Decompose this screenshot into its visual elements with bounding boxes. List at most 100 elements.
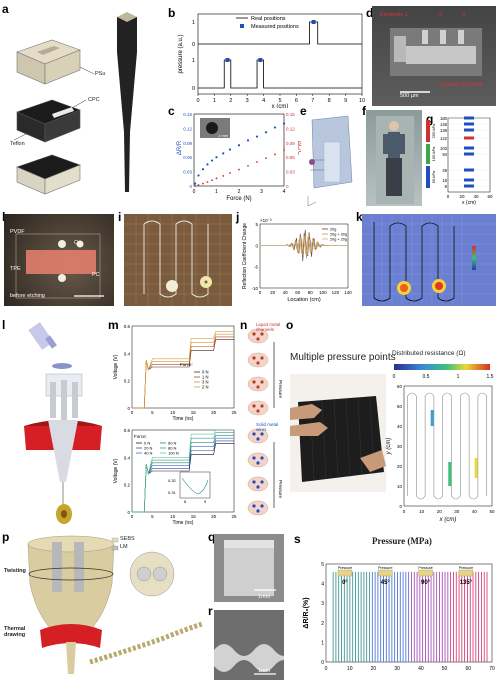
m-inset-x2: 9 <box>204 499 207 504</box>
c-xtick-label: 2 <box>238 189 241 195</box>
j-xlabel: Location (cm) <box>287 297 320 303</box>
j-legend-label: 20g <box>330 228 336 232</box>
g-band-high <box>426 120 430 142</box>
j-xtick-label: 40 <box>283 290 289 295</box>
panel-k-heatmap <box>362 214 496 306</box>
b-xlabel: x (cm) <box>272 104 289 108</box>
n-fiber-cross-section <box>247 400 269 416</box>
scale-bar-d: 500 µm <box>400 93 419 99</box>
s-angle-label: 0° <box>342 580 348 586</box>
panel-o-photo <box>290 374 386 492</box>
n-fiber-cross-section <box>247 376 269 392</box>
n-conductor <box>256 485 260 489</box>
s-pressure-tag: Pressure <box>418 566 432 570</box>
m-bottom-trace <box>132 429 234 513</box>
c-xtick-label: 1 <box>215 189 218 195</box>
s-xtick-label: 70 <box>489 666 495 672</box>
panel-letter-g: g <box>426 112 434 126</box>
m-bottom-legend-title: Force: <box>134 434 147 439</box>
g-bar <box>464 116 474 120</box>
o-xtick-label: 30 <box>454 509 460 514</box>
o-ytick-label: 50 <box>397 404 403 409</box>
j-ytick-label: -5 <box>254 265 258 270</box>
n-conductor <box>252 504 256 508</box>
j-xtick-label: 100 <box>319 290 327 295</box>
b-xtick-label: 7 <box>311 98 314 104</box>
n-conductor <box>256 461 260 465</box>
b-xtick-label: 6 <box>295 98 298 104</box>
c-point-resistance <box>237 144 241 147</box>
o-ylabel: y (cm) <box>386 438 392 456</box>
m-top-legend-label: 3 N <box>202 380 209 385</box>
m-inset-y2: 0.31 <box>168 490 177 495</box>
m-top-ytick-label: 0.6 <box>124 324 131 329</box>
o-colorbar-tick: 1.5 <box>487 374 494 380</box>
tpe-label: TPE <box>10 266 21 272</box>
b-xtick-label: 2 <box>229 98 232 104</box>
c-point-capacitance <box>256 161 258 163</box>
scale-bar-q: 1mm <box>258 594 271 600</box>
o-ytick-label: 30 <box>397 444 403 449</box>
n-conductor <box>252 432 256 436</box>
m-bottom-ytick-label: 0.6 <box>124 428 131 433</box>
b-ytick-label: 0 <box>192 86 195 92</box>
s-angle-label: 45° <box>381 580 391 586</box>
j-ytick-label: 5 <box>255 222 258 227</box>
o-colorbar-tick: 0.5 <box>423 374 430 380</box>
c-point-resistance <box>206 163 209 166</box>
b-legend-real: Real positions <box>251 16 286 22</box>
c-point-resistance <box>264 131 268 134</box>
j-legend-label: 20g + 30g <box>330 233 347 237</box>
m-top-xtick-label: 5 <box>151 410 154 415</box>
s-ytick-label: 5 <box>321 562 324 568</box>
b-series-bottom <box>198 59 362 89</box>
m-inset-trace <box>181 477 209 495</box>
n-conductor <box>260 332 264 336</box>
g-ytick-label: 148 <box>440 122 448 127</box>
c-point-capacitance <box>206 181 209 184</box>
c-point-capacitance <box>211 179 213 182</box>
n-conductor <box>260 432 264 436</box>
g-band-label: 250 kPa <box>431 123 436 138</box>
m-bottom-legend-label: 80 N <box>168 446 177 451</box>
b-xtick-label: 0 <box>196 98 199 104</box>
panel-letter-m: m <box>108 318 119 332</box>
g-band-mid <box>426 144 430 164</box>
c-scale-bar: 1 mm <box>218 133 229 138</box>
j-ylabel: Reflection Coefficient Change <box>242 223 248 289</box>
s-ylabel: ΔR/R₀(%) <box>303 597 310 628</box>
g-xlabel: x (cm) <box>462 200 476 206</box>
chart-s: Pressure 0° Pressure 45° Pressure 90° Pressure… <box>303 562 495 672</box>
panel-letter-k: k <box>356 210 363 224</box>
m-bottom-xtick-label: 25 <box>231 514 237 519</box>
b-ytick-label: 0 <box>192 42 195 48</box>
c-ytick-left: 0.12 <box>183 126 192 131</box>
c-ytick-right: 0.06 <box>286 155 295 160</box>
o-colorbar-tick: 0 <box>393 374 396 380</box>
m-bottom-legend-label: 60 N <box>168 441 177 446</box>
o-pressure-point <box>474 458 478 478</box>
c-point-capacitance <box>197 184 200 186</box>
c-ytick-right: 0 <box>286 184 289 189</box>
j-xtick-label: 120 <box>332 290 340 295</box>
psu-label: PSu <box>95 71 106 77</box>
g-bar <box>464 152 474 156</box>
drawn-fiber <box>117 12 137 192</box>
pc-label: PC <box>92 272 100 278</box>
m-inset-y: 0.32 <box>168 478 177 483</box>
panel-e-diagram <box>307 115 353 207</box>
c-point-resistance <box>215 156 218 159</box>
o-colorbar <box>394 364 490 370</box>
s-ytick-label: 4 <box>321 582 324 588</box>
s-chart-title: Pressure (MPa) <box>372 536 432 546</box>
c-ytick-right: 0.12 <box>286 126 295 131</box>
s-angle-label: 90° <box>421 580 431 586</box>
n-conductor <box>252 332 256 336</box>
o-xtick-label: 40 <box>472 509 478 514</box>
b-legend-marker <box>240 24 244 28</box>
panel-d-micrograph <box>372 6 496 106</box>
s-sample-icon <box>378 569 393 577</box>
